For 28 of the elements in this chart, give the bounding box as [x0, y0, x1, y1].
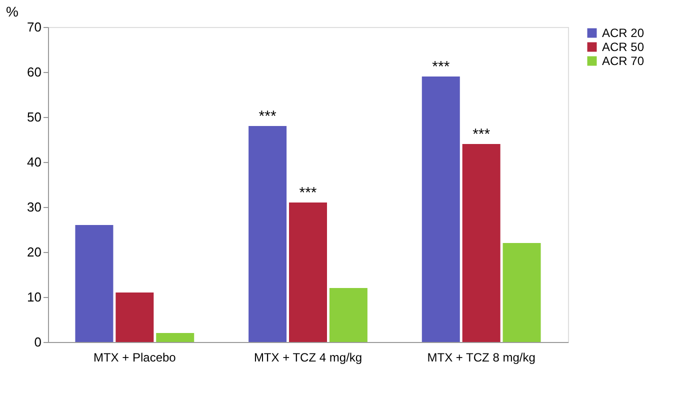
bar: [462, 144, 500, 342]
bar: [116, 292, 154, 342]
bar: [502, 243, 541, 342]
y-tick-label: 30: [27, 200, 42, 214]
x-tick-label: MTX + TCZ 8 mg/kg: [427, 350, 536, 364]
bar: [156, 333, 194, 342]
y-tick-label: 10: [27, 290, 42, 304]
y-axis-title: %: [6, 4, 18, 20]
y-tick-label: 60: [27, 64, 42, 80]
data-label: ***: [299, 184, 317, 202]
y-tick-label: 50: [27, 110, 42, 124]
x-tick-label: MTX + Placebo: [93, 350, 176, 364]
y-tick-label: 0: [34, 334, 42, 350]
y-tick-label: 40: [27, 154, 42, 170]
bar: [422, 76, 460, 342]
data-label: ***: [432, 58, 450, 76]
legend-label: ACR 50: [602, 40, 644, 54]
bar: [329, 288, 368, 342]
data-label: ***: [472, 126, 490, 143]
data-label: ***: [258, 108, 276, 125]
bar: [289, 202, 327, 342]
legend-label: ACR 20: [602, 26, 644, 40]
y-tick-label: 70: [27, 20, 42, 34]
x-tick-label: MTX + TCZ 4 mg/kg: [254, 350, 362, 364]
y-tick-label: 20: [27, 244, 42, 260]
bar: [248, 126, 287, 342]
legend-label: ACR 70: [602, 54, 644, 68]
bar: [75, 225, 114, 342]
